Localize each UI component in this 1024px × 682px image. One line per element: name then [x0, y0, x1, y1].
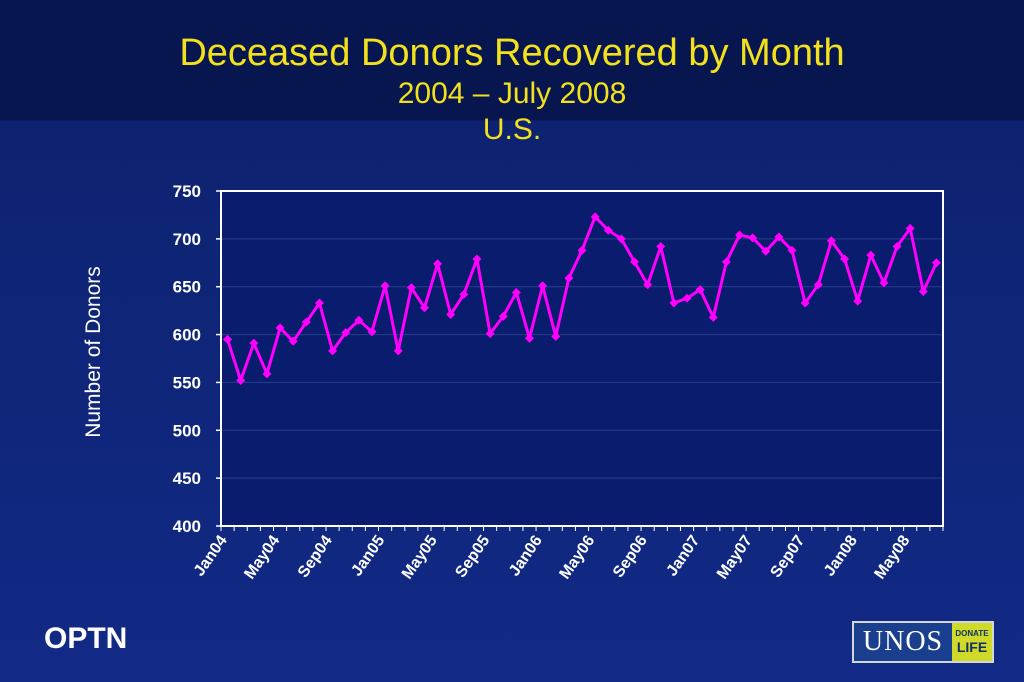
data-point — [748, 233, 758, 243]
data-point — [761, 246, 771, 256]
data-point — [905, 223, 915, 233]
data-point — [511, 287, 521, 297]
title-block: Deceased Donors Recovered by Month 2004 … — [0, 30, 1024, 148]
data-point — [433, 259, 443, 269]
data-point — [223, 334, 233, 344]
data-point — [367, 327, 377, 337]
data-point — [262, 369, 272, 379]
data-point — [341, 328, 351, 338]
data-point — [577, 245, 587, 255]
x-tick-label: May04 — [241, 532, 283, 582]
data-point — [446, 309, 456, 319]
data-point — [380, 281, 390, 291]
plot-border — [220, 190, 944, 527]
data-point — [419, 303, 429, 313]
data-point — [787, 245, 797, 255]
data-point — [249, 338, 259, 348]
data-point — [616, 234, 626, 244]
x-tick-label: May06 — [556, 532, 598, 582]
data-point — [551, 331, 561, 341]
y-tick-label: 650 — [173, 278, 201, 297]
data-point — [643, 280, 653, 290]
y-tick-label: 450 — [173, 469, 201, 488]
donate-life-badge: DONATE LIFE — [952, 623, 992, 661]
data-point — [288, 336, 298, 346]
data-point — [840, 254, 850, 264]
data-point — [918, 287, 928, 296]
data-point — [931, 258, 941, 268]
y-tick-label: 500 — [173, 421, 201, 440]
data-point — [695, 285, 705, 295]
data-point — [236, 376, 246, 386]
x-tick-label: Jan04 — [191, 532, 231, 579]
data-point — [301, 317, 311, 327]
data-point — [603, 225, 613, 235]
data-point — [314, 298, 324, 308]
data-point — [564, 273, 574, 283]
data-point — [721, 257, 731, 267]
data-point — [669, 298, 679, 308]
data-point — [538, 281, 548, 291]
optn-label: OPTN — [44, 622, 128, 655]
y-axis-label: Number of Donors — [82, 266, 105, 438]
data-point — [524, 333, 534, 343]
x-tick-label: Sep06 — [610, 532, 651, 580]
data-point — [708, 312, 718, 322]
data-point — [656, 242, 666, 252]
chart-title: Deceased Donors Recovered by Month — [179, 32, 845, 74]
data-point — [682, 293, 692, 303]
x-tick-label: Jan05 — [348, 532, 388, 579]
data-point — [459, 289, 469, 299]
data-point — [800, 298, 810, 308]
x-tick-label: May07 — [714, 532, 756, 582]
unos-wordmark: UNOS — [862, 626, 944, 657]
y-tick-label: 400 — [173, 517, 201, 536]
data-point — [735, 230, 745, 240]
data-point — [485, 329, 495, 339]
data-point — [879, 278, 889, 288]
title-band — [0, 0, 1024, 120]
donate-life-badge-top: DONATE — [955, 629, 989, 638]
data-point — [853, 296, 863, 306]
data-point — [892, 242, 902, 252]
x-tick-label: May08 — [871, 532, 913, 582]
data-point — [630, 257, 640, 267]
data-point — [393, 346, 403, 356]
donate-life-badge-bottom: LIFE — [956, 639, 988, 655]
y-tick-label: 750 — [173, 182, 201, 201]
data-point — [472, 254, 482, 264]
unos-donate-life-logo: UNOS DONATE LIFE — [852, 621, 994, 663]
chart-subtitle-region: U.S. — [482, 113, 542, 146]
data-point — [275, 323, 285, 333]
x-tick-label: Jan08 — [821, 532, 861, 579]
data-point — [328, 346, 338, 356]
data-point — [826, 236, 836, 246]
data-point — [813, 280, 823, 290]
data-point — [406, 283, 416, 293]
data-point — [354, 315, 364, 325]
y-tick-label: 700 — [173, 230, 201, 249]
x-tick-label: Sep07 — [767, 532, 808, 580]
data-point — [774, 232, 784, 242]
x-tick-label: Sep05 — [452, 532, 493, 580]
data-point — [498, 311, 508, 321]
y-tick-label: 600 — [173, 326, 201, 345]
x-tick-label: May05 — [399, 532, 441, 582]
x-tick-label: Jan06 — [506, 532, 546, 579]
x-tick-label: Sep04 — [295, 532, 336, 580]
x-tick-label: Jan07 — [663, 532, 703, 579]
data-point — [866, 250, 876, 260]
data-point — [590, 212, 600, 222]
chart-subtitle-period: 2004 – July 2008 — [397, 77, 627, 110]
y-tick-label: 550 — [173, 373, 201, 392]
